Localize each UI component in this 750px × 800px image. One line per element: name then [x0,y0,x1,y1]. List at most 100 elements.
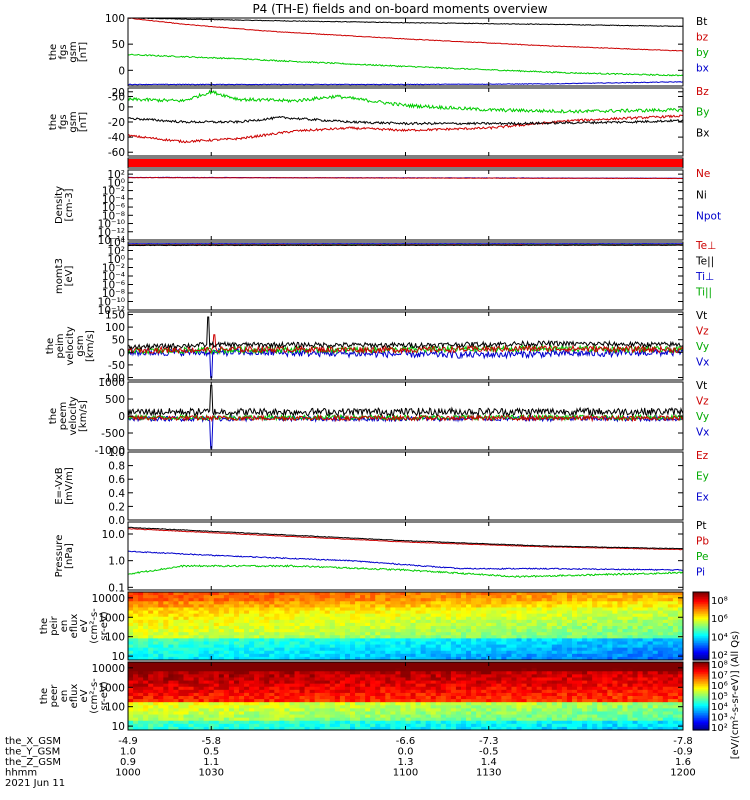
spec-cell [405,674,412,679]
spec-cell [233,726,240,730]
spec-cell [365,674,371,679]
spec-cell [208,683,215,688]
spec-cell [249,668,255,672]
spec-cell [274,626,280,630]
spec-cell [218,641,225,646]
spec-cell [304,632,311,636]
spec-cell [566,595,573,599]
spec-cell [153,604,159,609]
spec-cell [582,626,588,630]
spec-cell [168,708,175,713]
spec-cell [430,592,437,596]
spec-cell [365,592,371,596]
spec-cell [375,622,381,627]
spec-cell [274,607,280,612]
spec-cell [592,629,598,633]
spec-cell [425,705,432,709]
colorbar-step [693,622,709,625]
spec-cell [133,723,139,728]
spec-cell [304,650,311,655]
spec-cell [491,671,497,675]
spec-cell [223,647,230,652]
spec-cell [430,668,437,672]
spec-cell [284,644,291,649]
spec-cell [476,683,482,688]
spec-cell [430,705,437,709]
spec-cell [506,665,513,669]
spec-cell [339,638,346,643]
spec-cell [410,686,417,691]
spec-cell [143,601,149,605]
spec-cell [173,705,180,709]
spec-cell [344,622,351,627]
spec-cell [420,650,427,655]
spec-cell [299,622,306,627]
spec-cell [143,674,149,679]
spec-cell [133,689,139,694]
spec-cell [223,613,230,618]
y-axis-label-line: velocity [68,396,79,435]
spec-cell [541,601,548,605]
spec-cell [269,726,275,730]
spec-cell [582,647,588,652]
spec-cell [223,662,230,666]
spec-cell [254,622,260,627]
spec-cell [587,717,593,722]
spec-cell [223,711,230,716]
y-tick-label: 0.2 [108,501,125,513]
spec-cell [662,656,669,660]
spec-cell [344,635,351,639]
spec-cell [350,662,356,666]
spec-cell [203,616,210,621]
spec-cell [481,607,487,612]
y-tick-label: 10⁻¹⁰ [98,219,125,231]
spec-cell [385,604,391,609]
spec-cell [390,613,397,618]
spec-cell [183,723,190,728]
spec-cell [168,668,175,672]
spec-cell [657,601,664,605]
spec-cell [269,662,275,666]
spec-cell [339,683,346,688]
spec-cell [228,680,235,685]
spec-cell [264,696,270,700]
spec-cell [476,616,482,621]
spec-cell [259,723,265,728]
colorbar-tick-label: 10⁸ [711,596,728,607]
spec-cell [582,668,588,672]
spec-cell [264,601,270,605]
spec-cell [541,726,548,730]
spec-cell [461,711,467,716]
spec-cell [516,711,523,716]
spec-cell [652,607,659,612]
spec-cell [440,613,447,618]
spec-cell [163,683,169,688]
spec-cell [561,702,568,706]
spec-cell [128,629,134,633]
spec-cell [254,708,260,713]
spec-cell [566,689,573,694]
spectrogram-cells [128,662,683,730]
spec-cell [385,699,391,703]
spec-cell [430,647,437,652]
spec-cell [153,610,159,615]
spec-cell [128,598,134,602]
spec-cell [561,705,568,709]
legend-label: Te⊥ [695,240,716,252]
spec-cell [203,601,210,605]
spec-cell [415,644,422,649]
y-tick-label: 10⁻¹⁰ [98,297,125,309]
spec-cell [592,686,598,691]
spec-cell [622,683,629,688]
spec-cell [496,662,502,666]
spec-cell [627,653,634,658]
spec-cell [526,601,533,605]
spec-cell [390,641,397,646]
spec-cell [339,656,346,660]
spec-cell [471,607,477,612]
spec-cell [612,592,619,596]
spec-cell [284,674,291,679]
spec-cell [445,601,452,605]
spec-cell [541,592,548,596]
spec-cell [360,668,366,672]
